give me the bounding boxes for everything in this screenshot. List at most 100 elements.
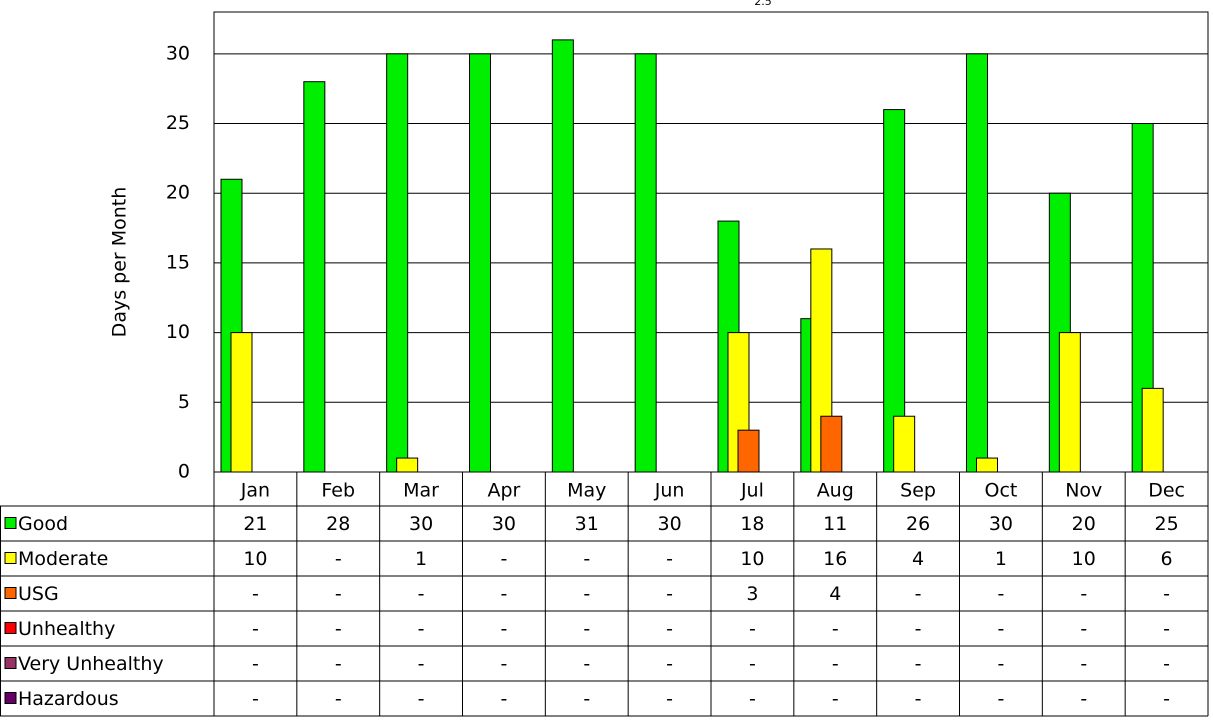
- bar: [1058, 332, 1081, 473]
- table-value: 20: [1072, 513, 1096, 535]
- bar: [230, 332, 253, 473]
- bar: [396, 457, 419, 473]
- x-tick-label: Sep: [900, 480, 936, 502]
- table-value: -: [1080, 583, 1087, 605]
- x-tick-label: Feb: [321, 480, 355, 502]
- table-value: 28: [326, 513, 350, 535]
- table-value: -: [418, 583, 425, 605]
- table-value: -: [832, 653, 839, 675]
- table-value: -: [335, 548, 342, 570]
- bar: [976, 457, 998, 473]
- table-value: -: [252, 653, 259, 675]
- table-value: -: [583, 688, 590, 710]
- table-value: 11: [823, 513, 847, 535]
- legend-label: Very Unhealthy: [18, 653, 164, 675]
- table-value: -: [583, 618, 590, 640]
- x-tick-label: May: [567, 480, 606, 502]
- table-value: -: [1163, 653, 1170, 675]
- x-tick-label: Aug: [817, 480, 854, 502]
- legend-label: Good: [18, 513, 68, 535]
- y-tick-label: 25: [166, 112, 190, 134]
- table-value: -: [997, 688, 1004, 710]
- table-value: 21: [243, 513, 267, 535]
- bar: [737, 429, 760, 473]
- x-tick-label: Jan: [240, 480, 270, 502]
- table-value: -: [500, 583, 507, 605]
- table-value: 1: [995, 548, 1007, 570]
- table-value: -: [915, 688, 922, 710]
- bar: [634, 53, 657, 473]
- table-value: -: [997, 583, 1004, 605]
- table-value: -: [252, 618, 259, 640]
- table-value: 31: [575, 513, 599, 535]
- y-tick-label: 10: [166, 321, 190, 343]
- y-tick-label: 0: [178, 461, 190, 483]
- table-value: -: [500, 618, 507, 640]
- table-value: -: [1163, 618, 1170, 640]
- y-tick-label: 20: [166, 182, 190, 204]
- table-value: -: [252, 688, 259, 710]
- table-value: -: [418, 653, 425, 675]
- table-value: -: [749, 618, 756, 640]
- table-value: 25: [1154, 513, 1178, 535]
- bar: [1141, 387, 1164, 473]
- legend-label: Hazardous: [18, 688, 119, 710]
- table-value: -: [1163, 688, 1170, 710]
- x-tick-label: Jun: [654, 480, 685, 502]
- y-tick-label: 5: [178, 391, 190, 413]
- legend-swatch: [4, 587, 17, 599]
- x-tick-label: Oct: [984, 480, 1017, 502]
- y-tick-label: 15: [166, 251, 190, 273]
- table-value: -: [666, 618, 673, 640]
- table-value: -: [583, 583, 590, 605]
- bar: [469, 53, 491, 473]
- table-value: 1: [415, 548, 427, 570]
- table-value: -: [915, 653, 922, 675]
- x-tick-label: Jul: [740, 480, 764, 502]
- table-value: -: [335, 618, 342, 640]
- table-value: -: [335, 688, 342, 710]
- table-value: -: [749, 688, 756, 710]
- table-value: -: [1080, 653, 1087, 675]
- table-value: -: [335, 583, 342, 605]
- table-value: -: [252, 583, 259, 605]
- y-axis-label: Days per Month: [109, 187, 131, 338]
- chart-title: 2.5: [754, 0, 772, 8]
- legend-label: Moderate: [18, 548, 108, 570]
- table-value: 18: [740, 513, 764, 535]
- table-value: -: [583, 548, 590, 570]
- table-value: -: [500, 653, 507, 675]
- legend-swatch: [4, 552, 17, 564]
- table-value: -: [997, 653, 1004, 675]
- table-value: 6: [1161, 548, 1173, 570]
- table-value: -: [1080, 618, 1087, 640]
- table-value: 26: [906, 513, 930, 535]
- table-value: 10: [243, 548, 267, 570]
- table-value: 30: [657, 513, 681, 535]
- table-value: 4: [829, 583, 841, 605]
- table-value: -: [832, 688, 839, 710]
- legend-label: Unhealthy: [18, 618, 115, 640]
- table-value: -: [1163, 583, 1170, 605]
- bar: [386, 53, 409, 473]
- x-tick-label: Apr: [487, 480, 520, 502]
- table-value: -: [335, 653, 342, 675]
- table-value: 3: [746, 583, 758, 605]
- table-value: 10: [740, 548, 764, 570]
- table-value: 10: [1072, 548, 1096, 570]
- table-value: 30: [409, 513, 433, 535]
- table-value: 30: [989, 513, 1013, 535]
- legend-swatch: [4, 692, 17, 704]
- bar: [303, 81, 326, 473]
- bar: [893, 415, 916, 473]
- bar: [820, 415, 843, 473]
- table-value: -: [418, 618, 425, 640]
- table-value: -: [666, 548, 673, 570]
- table-value: 30: [492, 513, 516, 535]
- table-value: 4: [912, 548, 924, 570]
- x-tick-label: Mar: [403, 480, 439, 502]
- table-value: -: [583, 653, 590, 675]
- y-tick-label: 30: [166, 42, 190, 64]
- x-tick-label: Dec: [1148, 480, 1185, 502]
